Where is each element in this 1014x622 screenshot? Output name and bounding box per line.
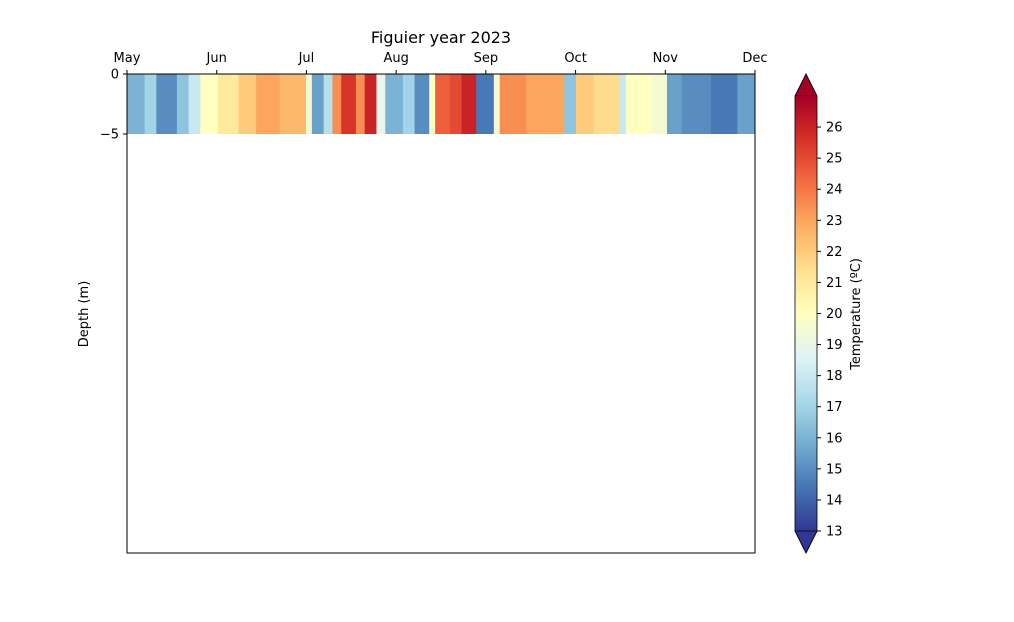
colorbar-tick-label: 26	[826, 121, 843, 136]
chart-title: Figuier year 2023	[371, 28, 511, 47]
y-axis-label: Depth (m)	[77, 281, 92, 348]
heat-cell	[499, 74, 527, 134]
colorbar-tick-label: 14	[826, 493, 843, 508]
colorbar-tick-label: 24	[826, 183, 843, 198]
heat-cell	[376, 74, 386, 134]
heat-cell	[526, 74, 565, 134]
heat-cell	[256, 74, 281, 134]
heat-cell	[666, 74, 683, 134]
colorbar-ticks: 13 14 15 16 17 18 19 20 21 22 23 24 25 26	[817, 121, 843, 540]
heat-cell	[575, 74, 595, 134]
heat-cell	[306, 74, 313, 134]
colorbar-tick-label: 16	[826, 431, 843, 446]
colorbar-tick-label: 20	[826, 307, 843, 322]
colorbar-tick-label: 22	[826, 245, 843, 260]
colorbar-tick-label: 18	[826, 369, 843, 384]
heat-cell	[279, 74, 307, 134]
heat-cell	[564, 74, 577, 134]
heat-cell	[737, 74, 756, 134]
y-tick-label: −5	[100, 128, 119, 143]
x-tick-label: May	[114, 51, 141, 66]
x-axis-top: May Jun Jul Aug Sep Oct Nov Dec	[114, 51, 768, 74]
heat-cell	[429, 74, 436, 134]
heat-cell	[188, 74, 201, 134]
heat-cell	[311, 74, 325, 134]
x-tick-label: Jun	[206, 51, 227, 66]
colorbar-tick-label: 25	[826, 152, 843, 167]
heat-cell	[681, 74, 712, 134]
heat-cell	[625, 74, 653, 134]
heat-cell	[652, 74, 668, 134]
plot-area-frame	[126, 73, 756, 554]
heat-cell	[332, 74, 342, 134]
heat-cell	[200, 74, 219, 134]
colorbar-extend-max	[794, 73, 818, 97]
x-tick-label: Dec	[742, 51, 767, 66]
colorbar-label: Temperature (ºC)	[849, 258, 864, 371]
colorbar-tick-label: 21	[826, 276, 843, 291]
heat-cell	[341, 74, 357, 134]
heat-cell	[493, 74, 501, 134]
heat-cell	[449, 74, 463, 134]
heat-cell	[435, 74, 451, 134]
heat-cell	[402, 74, 416, 134]
heat-cell	[176, 74, 190, 134]
x-tick-label: Sep	[474, 51, 499, 66]
colorbar-tick-label: 13	[826, 525, 843, 540]
colorbar-extend-min	[794, 530, 818, 554]
colorbar-tick-label: 23	[826, 214, 843, 229]
colorbar-tick-label: 19	[826, 338, 843, 353]
heat-cell	[620, 74, 627, 134]
y-axis-left: 0 −5	[100, 68, 127, 143]
heat-cell	[593, 74, 621, 134]
x-tick-label: Nov	[653, 51, 679, 66]
heat-cell	[461, 74, 477, 134]
x-tick-label: Aug	[383, 51, 408, 66]
heat-cell	[144, 74, 157, 134]
heat-cell	[710, 74, 738, 134]
heat-cell	[364, 74, 377, 134]
y-tick-label: 0	[111, 68, 119, 83]
colorbar: 13 14 15 16 17 18 19 20 21 22 23 24 25 26 Temperature…	[794, 73, 864, 554]
x-tick-label: Oct	[564, 51, 586, 66]
colorbar-body	[795, 96, 817, 531]
heat-cell	[385, 74, 404, 134]
temperature-heat-layer	[127, 74, 756, 134]
heat-cell	[238, 74, 257, 134]
heat-cell	[355, 74, 366, 134]
heat-cell	[156, 74, 178, 134]
x-tick-label: Jul	[298, 51, 315, 66]
heat-cell	[323, 74, 333, 134]
heat-cell	[217, 74, 240, 134]
colorbar-tick-label: 15	[826, 462, 843, 477]
heat-cell	[127, 74, 146, 134]
heat-cell	[476, 74, 495, 134]
heat-cell	[414, 74, 430, 134]
colorbar-tick-label: 17	[826, 400, 843, 415]
